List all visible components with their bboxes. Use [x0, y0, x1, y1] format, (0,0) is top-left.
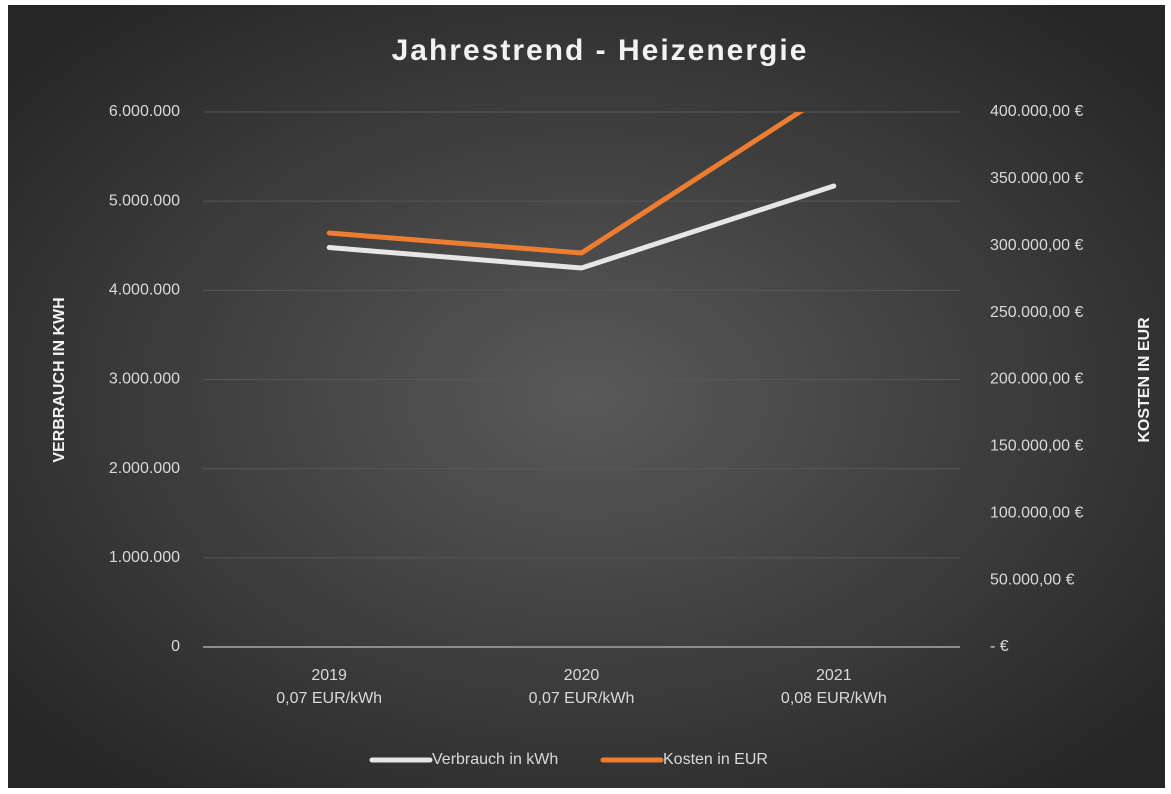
y-tick-label: 3.000.000	[109, 371, 180, 388]
plot-lines	[326, 112, 837, 271]
y2-tick-label: 400.000,00 €	[990, 103, 1084, 120]
y2-tick-label: 50.000,00 €	[990, 571, 1075, 588]
x-tick-label: 2020	[564, 667, 600, 684]
legend-label: Kosten in EUR	[663, 751, 768, 768]
y2-tick-label: 150.000,00 €	[990, 438, 1084, 455]
y-tick-label: 2.000.000	[109, 460, 180, 477]
x-tick-label: 2019	[311, 667, 347, 684]
y2-tick-label: - €	[990, 638, 1009, 655]
y2-tick-label: 100.000,00 €	[990, 504, 1084, 521]
y2-tick-label: 350.000,00 €	[990, 170, 1084, 187]
legend-label: Verbrauch in kWh	[432, 751, 558, 768]
y-tick-label: 4.000.000	[109, 282, 180, 299]
x-tick-label: 0,08 EUR/kWh	[781, 690, 887, 707]
y-axis-title: VERBRAUCH IN KWH	[51, 297, 68, 462]
y-tick-label: 1.000.000	[109, 549, 180, 566]
y2-axis-title: KOSTEN IN EUR	[1136, 317, 1153, 443]
x-tick-label: 0,07 EUR/kWh	[529, 690, 635, 707]
y2-tick-label: 200.000,00 €	[990, 371, 1084, 388]
x-tick-label: 0,07 EUR/kWh	[276, 690, 382, 707]
chart-background	[8, 5, 1165, 788]
series-line	[326, 112, 805, 256]
y-tick-label: 5.000.000	[109, 192, 180, 209]
y-tick-label: 6.000.000	[109, 103, 180, 120]
y2-tick-label: 300.000,00 €	[990, 237, 1084, 254]
series-line	[326, 183, 837, 271]
y-tick-label: 0	[171, 638, 180, 655]
x-tick-label: 2021	[816, 667, 852, 684]
y2-tick-label: 250.000,00 €	[990, 304, 1084, 321]
chart-title: Jahrestrend - Heizenergie	[392, 34, 809, 67]
